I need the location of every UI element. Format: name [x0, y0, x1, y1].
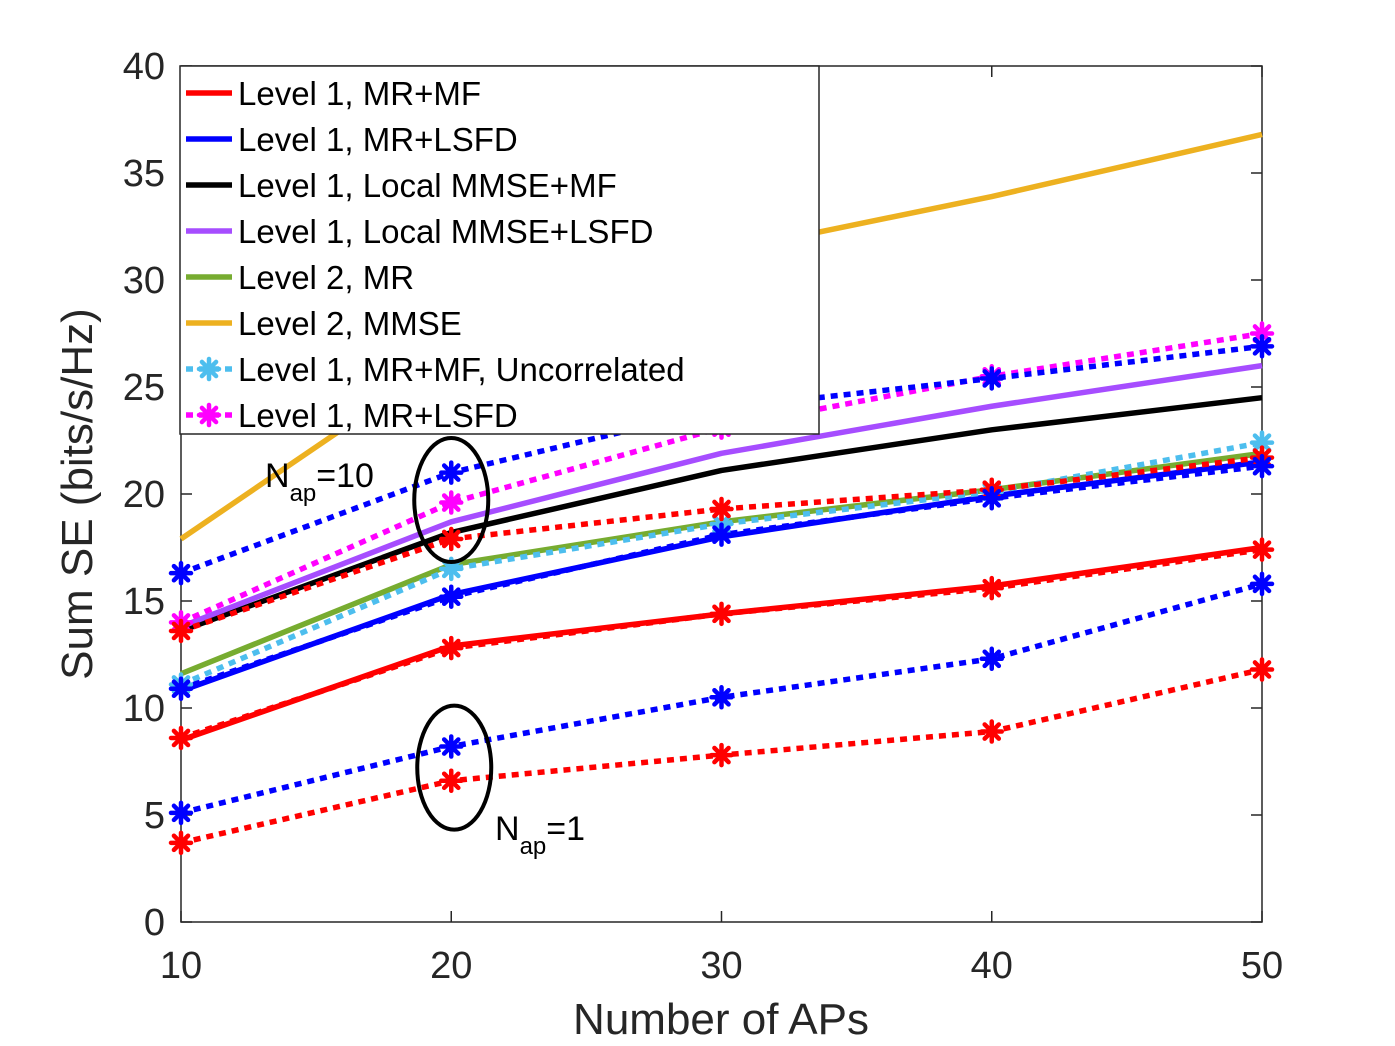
- data-point: [709, 496, 734, 522]
- legend-label: Level 1, Local MMSE+LSFD: [238, 213, 653, 250]
- y-tick-label: 40: [123, 46, 165, 88]
- data-point: [709, 742, 734, 768]
- legend-marker: [196, 402, 222, 428]
- data-point: [439, 635, 464, 661]
- annotation-ellipse-nap10: [412, 436, 491, 564]
- legend-item: Level 2, MR: [186, 259, 414, 296]
- data-point: [168, 618, 194, 644]
- y-tick-label: 35: [123, 153, 165, 195]
- series-13: [168, 657, 1275, 856]
- data-point: [979, 486, 1004, 511]
- legend-label: Level 2, MR: [238, 259, 414, 296]
- x-tick-label: 30: [700, 945, 742, 987]
- y-tick-label: 15: [123, 581, 165, 623]
- y-axis-label: Sum SE (bits/s/Hz): [53, 308, 102, 680]
- annotation-ellipse-nap1: [415, 703, 494, 832]
- data-point: [439, 584, 464, 609]
- y-tick-label: 30: [123, 260, 165, 302]
- legend-item: Level 1, MR+LSFD: [186, 121, 518, 158]
- data-point: [168, 830, 194, 856]
- x-axis-label: Number of APs: [573, 995, 869, 1044]
- legend-item: Level 1, MR+LSFD: [186, 397, 518, 434]
- legend-label: Level 1, MR+LSFD: [238, 121, 518, 158]
- series-line: [179, 439, 1263, 687]
- data-point: [1249, 334, 1275, 359]
- x-tick-label: 50: [1241, 945, 1283, 987]
- x-tick-label: 10: [160, 945, 202, 987]
- data-point: [1249, 657, 1275, 682]
- data-point: [709, 522, 734, 547]
- annotations: Nap=10 Nap=1: [265, 436, 585, 860]
- data-point: [439, 526, 464, 552]
- series-11: [168, 453, 1275, 701]
- legend-label: Level 1, MR+LSFD: [238, 397, 518, 434]
- y-tick-label: 25: [123, 367, 165, 409]
- data-point: [439, 460, 464, 485]
- data-point: [979, 575, 1004, 601]
- y-tick-label: 10: [123, 688, 165, 730]
- data-point: [1249, 453, 1275, 479]
- data-point: [979, 646, 1004, 672]
- annotation-label-nap1: Nap=1: [495, 810, 585, 860]
- data-point: [979, 719, 1004, 744]
- data-point: [1249, 537, 1275, 562]
- legend-label: Level 1, Local MMSE+MF: [238, 167, 617, 204]
- legend-item: Level 1, Local MMSE+LSFD: [186, 213, 653, 250]
- legend-label: Level 1, MR+MF: [238, 75, 481, 112]
- data-point: [439, 768, 464, 794]
- legend-marker: [196, 356, 222, 382]
- legend: Level 1, MR+MF Level 1, MR+LSFD Level 1, L…: [179, 65, 820, 435]
- data-point: [709, 685, 734, 710]
- legend-label: Level 2, MMSE: [238, 305, 462, 342]
- legend-item: Level 1, MR+MF: [186, 75, 481, 112]
- data-point: [168, 725, 194, 751]
- series-line: [180, 362, 1263, 630]
- legend-box: [179, 65, 820, 435]
- series-line: [180, 343, 1263, 576]
- x-tick-label: 40: [971, 945, 1013, 987]
- series-line: [180, 394, 1263, 634]
- legend-item: Level 1, Local MMSE+MF: [186, 167, 617, 204]
- y-tick-label: 5: [144, 795, 165, 837]
- legend-item: Level 2, MMSE: [186, 305, 462, 342]
- data-point: [439, 490, 464, 515]
- x-tick-label: 20: [430, 945, 472, 987]
- data-point: [709, 601, 734, 627]
- data-point: [168, 800, 194, 826]
- data-point: [439, 734, 464, 759]
- series-10: [168, 537, 1275, 751]
- y-tick-label: 0: [144, 902, 165, 944]
- data-point: [439, 556, 464, 582]
- series-12: [168, 571, 1275, 826]
- data-point: [168, 676, 194, 701]
- data-point: [979, 366, 1004, 391]
- data-point: [1249, 571, 1275, 597]
- legend-item: Level 1, MR+MF, Uncorrelated: [186, 351, 685, 388]
- series-2: [180, 394, 1263, 634]
- legend-label: Level 1, MR+MF, Uncorrelated: [238, 351, 685, 388]
- series-3: [180, 362, 1263, 630]
- annotation-label-nap10: Nap=10: [265, 457, 374, 507]
- y-tick-label: 20: [123, 474, 165, 516]
- data-point: [168, 560, 194, 586]
- y-tick-labels: 0 5 10 15 20 25 30 35 40: [123, 46, 165, 944]
- x-tick-labels: 10 20 30 40 50: [160, 945, 1283, 987]
